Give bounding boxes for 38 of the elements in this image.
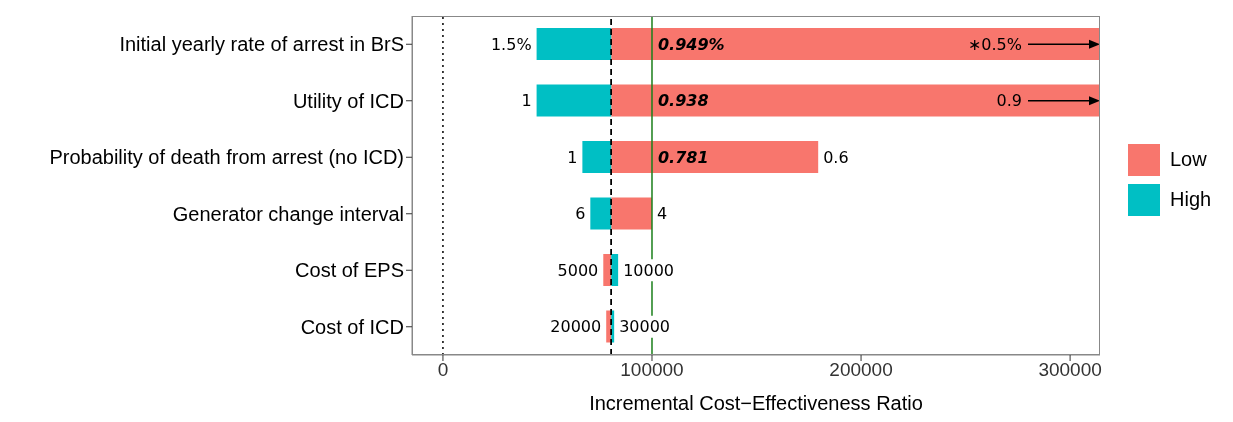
bar xyxy=(582,141,612,173)
x-tick-label: 0 xyxy=(437,359,449,381)
annotation: 5000 xyxy=(557,260,599,280)
annotation: 0.938 xyxy=(658,91,709,111)
y-tick-label: Utility of ICD xyxy=(292,89,404,112)
bar xyxy=(603,254,612,286)
annotation: 0.949% xyxy=(658,34,725,54)
y-tick-label: Initial yearly rate of arrest in BrS xyxy=(119,33,404,56)
legend-label: High xyxy=(1170,188,1212,211)
annotation: 0.781 xyxy=(658,147,709,167)
bar xyxy=(536,84,612,117)
y-tick-label: Generator change interval xyxy=(172,202,404,225)
bar xyxy=(611,28,1100,60)
bar xyxy=(611,141,819,173)
bar xyxy=(611,197,652,230)
annotation: 6 xyxy=(575,204,586,224)
bar xyxy=(611,254,619,286)
annotation: 1 xyxy=(567,147,578,167)
annotation: ∗0.5% xyxy=(967,34,1022,54)
y-tick-label: Cost of EPS xyxy=(295,259,404,282)
bar xyxy=(590,197,612,230)
x-axis-title: Incremental Cost−Effectiveness Ratio xyxy=(589,392,923,414)
legend-label: Low xyxy=(1170,148,1207,171)
x-tick-label: 300000 xyxy=(1038,359,1102,381)
x-tick-label: 100000 xyxy=(620,359,684,381)
annotation: 20000 xyxy=(550,317,602,337)
annotation: 1 xyxy=(521,91,532,111)
annotation: 0.9 xyxy=(996,91,1022,111)
annotation: 1.5% xyxy=(490,34,532,54)
y-tick-label: Probability of death from arrest (no ICD) xyxy=(49,146,404,169)
x-tick-label: 200000 xyxy=(829,359,893,381)
annotation: 0.6 xyxy=(823,147,849,167)
bar xyxy=(536,28,612,60)
annotation: 4 xyxy=(657,204,668,224)
annotation: 10000 xyxy=(623,260,675,280)
y-tick-label: Cost of ICD xyxy=(300,315,404,338)
annotation: 30000 xyxy=(619,317,671,337)
bar xyxy=(611,84,1100,117)
